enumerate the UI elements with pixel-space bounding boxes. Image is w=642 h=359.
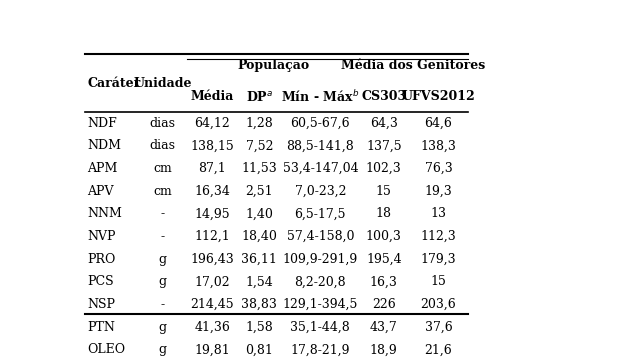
Text: -: - <box>160 298 164 311</box>
Text: 7,52: 7,52 <box>246 139 273 153</box>
Text: NDM: NDM <box>87 139 121 153</box>
Text: 109,9-291,9: 109,9-291,9 <box>282 253 358 266</box>
Text: 137,5: 137,5 <box>366 139 401 153</box>
Text: APV: APV <box>87 185 114 198</box>
Text: 102,3: 102,3 <box>366 162 402 175</box>
Text: g: g <box>159 344 166 356</box>
Text: DP$^a$: DP$^a$ <box>246 90 273 104</box>
Text: 60,5-67,6: 60,5-67,6 <box>291 117 350 130</box>
Text: 1,40: 1,40 <box>245 208 273 220</box>
Text: g: g <box>159 275 166 288</box>
Text: 21,6: 21,6 <box>424 344 453 356</box>
Text: 179,3: 179,3 <box>421 253 456 266</box>
Text: 17,02: 17,02 <box>195 275 230 288</box>
Text: 112,1: 112,1 <box>195 230 230 243</box>
Text: -: - <box>160 208 164 220</box>
Text: PCS: PCS <box>87 275 114 288</box>
Text: 16,34: 16,34 <box>194 185 230 198</box>
Text: 18,40: 18,40 <box>241 230 277 243</box>
Text: 1,28: 1,28 <box>245 117 273 130</box>
Text: 19,81: 19,81 <box>195 344 230 356</box>
Text: Média dos Genitores: Média dos Genitores <box>342 59 486 72</box>
Text: 41,36: 41,36 <box>194 321 230 334</box>
Text: 6,5-17,5: 6,5-17,5 <box>295 208 346 220</box>
Text: 57,4-158,0: 57,4-158,0 <box>286 230 354 243</box>
Text: 13: 13 <box>431 208 446 220</box>
Text: 76,3: 76,3 <box>424 162 453 175</box>
Text: dias: dias <box>150 139 175 153</box>
Text: 64,3: 64,3 <box>370 117 397 130</box>
Text: 129,1-394,5: 129,1-394,5 <box>282 298 358 311</box>
Text: 43,7: 43,7 <box>370 321 397 334</box>
Text: dias: dias <box>150 117 175 130</box>
Text: 14,95: 14,95 <box>195 208 230 220</box>
Text: População: População <box>237 59 309 72</box>
Text: 17,8-21,9: 17,8-21,9 <box>291 344 350 356</box>
Text: 214,45: 214,45 <box>190 298 234 311</box>
Text: 35,1-44,8: 35,1-44,8 <box>290 321 350 334</box>
Text: APM: APM <box>87 162 117 175</box>
Text: NNM: NNM <box>87 208 122 220</box>
Text: Mín - Máx$^b$: Mín - Máx$^b$ <box>281 89 360 105</box>
Text: 2,51: 2,51 <box>245 185 273 198</box>
Text: 18: 18 <box>376 208 392 220</box>
Text: 37,6: 37,6 <box>424 321 453 334</box>
Text: 88,5-141,8: 88,5-141,8 <box>286 139 354 153</box>
Text: 19,3: 19,3 <box>424 185 453 198</box>
Text: -: - <box>160 230 164 243</box>
Text: 64,12: 64,12 <box>195 117 230 130</box>
Text: Caráter: Caráter <box>87 77 141 90</box>
Text: 87,1: 87,1 <box>198 162 226 175</box>
Text: 53,4-147,04: 53,4-147,04 <box>282 162 358 175</box>
Text: 38,83: 38,83 <box>241 298 277 311</box>
Text: 138,3: 138,3 <box>421 139 456 153</box>
Text: 11,53: 11,53 <box>241 162 277 175</box>
Text: NSP: NSP <box>87 298 115 311</box>
Text: PTN: PTN <box>87 321 115 334</box>
Text: 8,2-20,8: 8,2-20,8 <box>295 275 346 288</box>
Text: g: g <box>159 253 166 266</box>
Text: 138,15: 138,15 <box>190 139 234 153</box>
Text: g: g <box>159 321 166 334</box>
Text: PRO: PRO <box>87 253 116 266</box>
Text: 16,3: 16,3 <box>370 275 397 288</box>
Text: Média: Média <box>191 90 234 103</box>
Text: 1,58: 1,58 <box>245 321 273 334</box>
Text: 100,3: 100,3 <box>366 230 402 243</box>
Text: 15: 15 <box>376 185 392 198</box>
Text: 36,11: 36,11 <box>241 253 277 266</box>
Text: 203,6: 203,6 <box>421 298 456 311</box>
Text: 15: 15 <box>431 275 446 288</box>
Text: 64,6: 64,6 <box>424 117 453 130</box>
Text: 112,3: 112,3 <box>421 230 456 243</box>
Text: OLEO: OLEO <box>87 344 125 356</box>
Text: NDF: NDF <box>87 117 117 130</box>
Text: 7,0-23,2: 7,0-23,2 <box>295 185 346 198</box>
Text: 1,54: 1,54 <box>245 275 273 288</box>
Text: cm: cm <box>153 185 171 198</box>
Text: 196,43: 196,43 <box>190 253 234 266</box>
Text: Unidade: Unidade <box>133 77 191 90</box>
Text: CS303: CS303 <box>361 90 406 103</box>
Text: UFVS2012: UFVS2012 <box>402 90 475 103</box>
Text: 226: 226 <box>372 298 395 311</box>
Text: 0,81: 0,81 <box>245 344 273 356</box>
Text: NVP: NVP <box>87 230 116 243</box>
Text: cm: cm <box>153 162 171 175</box>
Text: 18,9: 18,9 <box>370 344 397 356</box>
Text: 195,4: 195,4 <box>366 253 401 266</box>
